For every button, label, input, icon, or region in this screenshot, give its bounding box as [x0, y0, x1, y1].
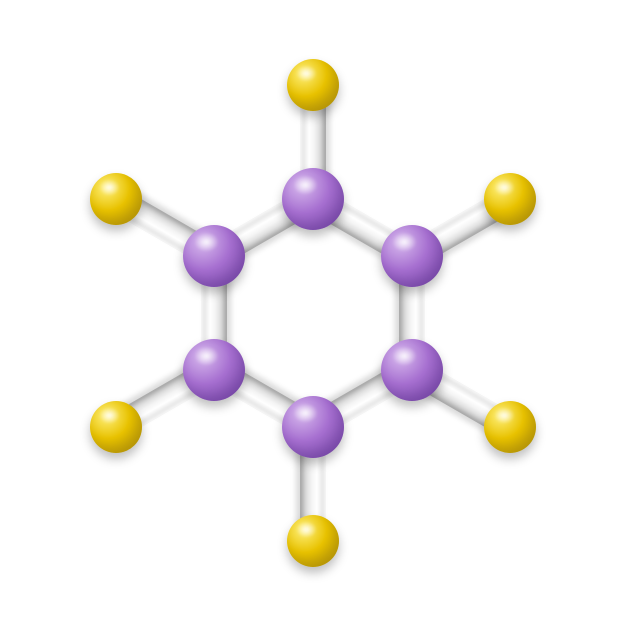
outer-atom [484, 173, 536, 225]
outer-atom [287, 515, 339, 567]
inner-atom [381, 339, 443, 401]
outer-atom [287, 59, 339, 111]
outer-atom [484, 401, 536, 453]
inner-atom [282, 396, 344, 458]
outer-atom [90, 173, 142, 225]
inner-atom [183, 225, 245, 287]
outer-atom [90, 401, 142, 453]
molecule-diagram [0, 0, 626, 626]
inner-atom [282, 168, 344, 230]
inner-atom [183, 339, 245, 401]
inner-atom [381, 225, 443, 287]
